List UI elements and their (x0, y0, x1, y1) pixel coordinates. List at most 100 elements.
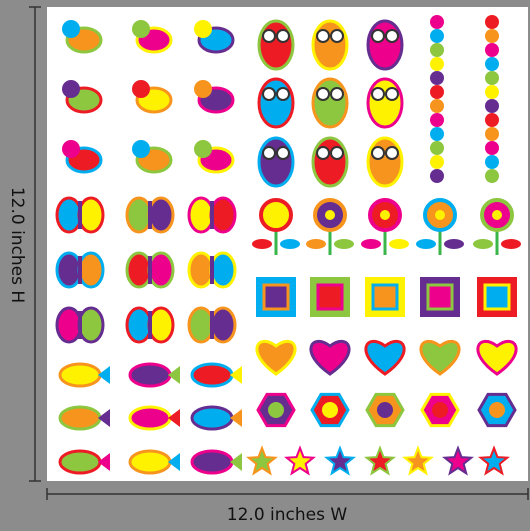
square-inner (483, 283, 511, 311)
heart-sticker (476, 339, 518, 376)
butterfly-body (148, 201, 152, 229)
hexagon-inner (268, 402, 284, 418)
bird-head (194, 20, 212, 38)
garland-flower (485, 29, 499, 43)
owl-eye (371, 87, 385, 101)
stickers (55, 15, 521, 476)
butterfly-body (78, 201, 82, 229)
garland-flower (485, 155, 499, 169)
garland-flower (485, 57, 499, 71)
heart-sticker (309, 339, 351, 376)
star-sticker (402, 445, 434, 476)
heart-sticker (419, 339, 461, 376)
bird-head (132, 140, 150, 158)
garland-flower (430, 29, 444, 43)
garland-flower (430, 15, 444, 29)
hexagon-inner (377, 402, 393, 418)
hexagon-inner (322, 402, 338, 418)
star-sticker (478, 445, 510, 476)
owl-eye (385, 29, 399, 43)
flower-leaf (361, 239, 381, 249)
width-label: 12.0 inches W (227, 505, 348, 525)
owl-eye (330, 146, 344, 160)
owl-eye (316, 87, 330, 101)
owl-sticker (257, 136, 295, 188)
bird-head (62, 80, 80, 98)
fish-tail (230, 409, 242, 427)
butterfly-wing (125, 251, 153, 289)
butterfly-wing (125, 306, 153, 344)
butterfly-body (210, 311, 214, 339)
owl-eye (371, 146, 385, 160)
owl-sticker (311, 77, 349, 129)
owl-sticker (366, 19, 404, 71)
fish-sticker (58, 449, 102, 475)
butterfly-body (78, 256, 82, 284)
butterfly-wing (77, 306, 105, 344)
owl-sticker (311, 19, 349, 71)
flower-leaf (501, 239, 521, 249)
flower-leaf (389, 239, 409, 249)
star-sticker (284, 445, 316, 476)
garland-flower (485, 43, 499, 57)
butterfly-wing (187, 196, 215, 234)
garland-flower (485, 127, 499, 141)
owl-eye (262, 146, 276, 160)
flower-leaf (444, 239, 464, 249)
height-dimension-line (29, 6, 41, 482)
fish-tail (98, 366, 110, 384)
square-inner (262, 283, 290, 311)
butterfly-body (148, 256, 152, 284)
star-sticker (324, 445, 356, 476)
butterfly-wing (77, 196, 105, 234)
flower-leaf (416, 239, 436, 249)
owl-sticker (366, 136, 404, 188)
garland-flower (485, 85, 499, 99)
butterfly-wing (55, 196, 83, 234)
owl-eye (262, 87, 276, 101)
fish-sticker (190, 449, 234, 475)
fish-tail (98, 453, 110, 471)
garland-flower (430, 71, 444, 85)
fish-tail (230, 453, 242, 471)
fish-sticker (128, 362, 172, 388)
owl-eye (385, 87, 399, 101)
butterfly-body (210, 256, 214, 284)
hexagon-inner (432, 402, 448, 418)
fish-sticker (190, 362, 234, 388)
butterfly-wing (125, 196, 153, 234)
hexagon-inner (489, 402, 505, 418)
flower-leaf (473, 239, 493, 249)
fish-tail (168, 366, 180, 384)
width-dimension-line (46, 488, 529, 500)
flower-leaf (334, 239, 354, 249)
bird-head (132, 80, 150, 98)
fish-tail (98, 409, 110, 427)
bird-head (62, 20, 80, 38)
butterfly-body (210, 201, 214, 229)
garland-flower (485, 71, 499, 85)
fish-sticker (58, 405, 102, 431)
garland-flower (430, 155, 444, 169)
butterfly-wing (209, 306, 237, 344)
owl-eye (276, 87, 290, 101)
owl-sticker (366, 77, 404, 129)
owl-sticker (257, 77, 295, 129)
garland-flower (485, 141, 499, 155)
butterfly-wing (55, 251, 83, 289)
fish-tail (168, 453, 180, 471)
flower-center (435, 210, 445, 220)
square-inner (371, 283, 399, 311)
square-inner (426, 283, 454, 311)
butterfly-wing (55, 306, 83, 344)
butterfly-wing (147, 306, 175, 344)
flower-center (271, 210, 281, 220)
flower-leaf (306, 239, 326, 249)
butterfly-wing (77, 251, 105, 289)
owl-eye (262, 29, 276, 43)
star-sticker (246, 445, 278, 476)
owl-eye (316, 29, 330, 43)
fish-sticker (128, 405, 172, 431)
garland-flower (430, 127, 444, 141)
butterfly-body (78, 311, 82, 339)
